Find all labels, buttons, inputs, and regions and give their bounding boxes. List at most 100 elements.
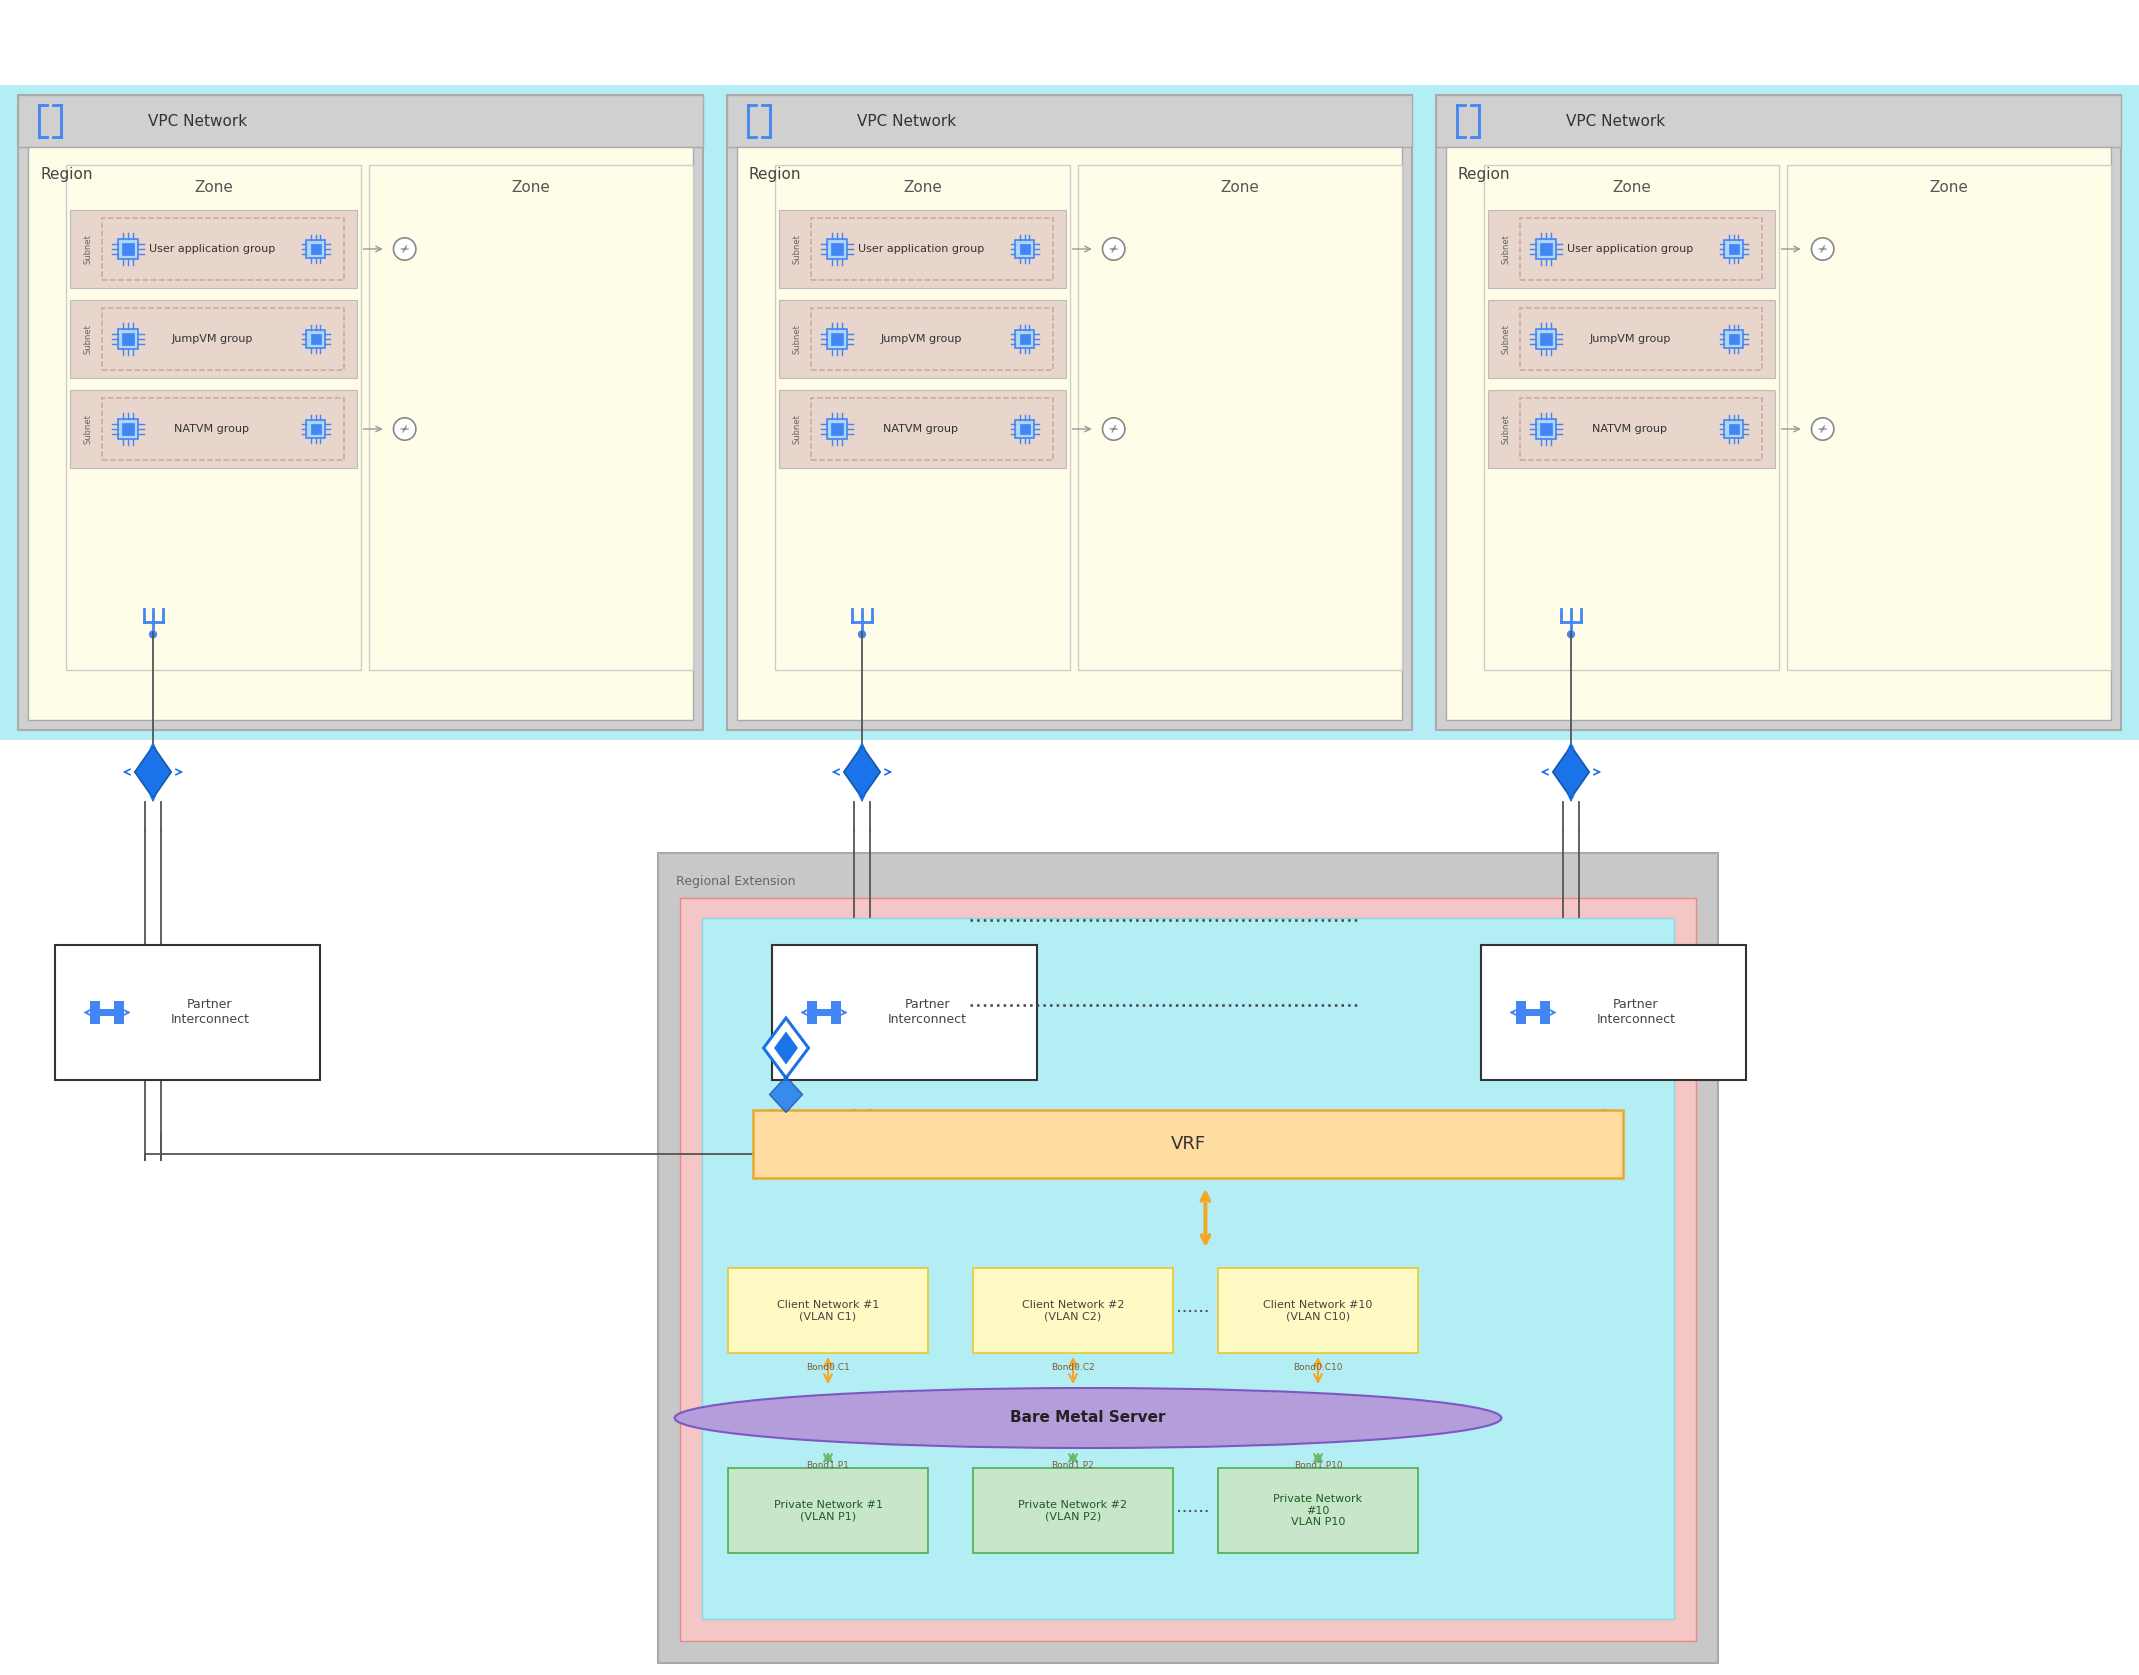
- Ellipse shape: [674, 1389, 1502, 1447]
- Text: NATVM group: NATVM group: [175, 424, 250, 434]
- Circle shape: [150, 631, 156, 638]
- Text: Subnet: Subnet: [794, 414, 802, 444]
- Text: Client Network #2
(VLAN C2): Client Network #2 (VLAN C2): [1022, 1300, 1125, 1322]
- FancyBboxPatch shape: [122, 333, 135, 345]
- FancyBboxPatch shape: [103, 399, 344, 461]
- FancyBboxPatch shape: [727, 95, 1412, 147]
- Text: Subnet: Subnet: [1502, 235, 1510, 265]
- Text: Partner
Interconnect: Partner Interconnect: [1596, 998, 1675, 1027]
- FancyBboxPatch shape: [680, 898, 1696, 1642]
- FancyBboxPatch shape: [1724, 420, 1743, 439]
- Text: Bond1.P2: Bond1.P2: [1052, 1462, 1095, 1471]
- Text: Partner
Interconnect: Partner Interconnect: [888, 998, 967, 1027]
- Text: Private Network #1
(VLAN P1): Private Network #1 (VLAN P1): [774, 1499, 883, 1521]
- FancyBboxPatch shape: [738, 147, 1401, 720]
- FancyBboxPatch shape: [753, 1111, 1624, 1178]
- FancyBboxPatch shape: [811, 308, 1052, 370]
- Text: Subnet: Subnet: [83, 235, 92, 265]
- Text: Region: Region: [749, 168, 802, 183]
- FancyBboxPatch shape: [1521, 308, 1763, 370]
- Polygon shape: [843, 745, 881, 797]
- Text: Client Network #10
(VLAN C10): Client Network #10 (VLAN C10): [1264, 1300, 1373, 1322]
- Circle shape: [1568, 631, 1574, 638]
- FancyBboxPatch shape: [368, 166, 693, 670]
- FancyBboxPatch shape: [306, 240, 325, 258]
- FancyBboxPatch shape: [56, 945, 321, 1080]
- FancyBboxPatch shape: [1540, 424, 1551, 436]
- Circle shape: [1102, 417, 1125, 441]
- Circle shape: [394, 417, 415, 441]
- Polygon shape: [135, 745, 171, 797]
- Text: Bond0.C10: Bond0.C10: [1294, 1363, 1343, 1372]
- FancyBboxPatch shape: [71, 390, 357, 467]
- FancyBboxPatch shape: [1724, 240, 1743, 258]
- FancyBboxPatch shape: [772, 945, 1037, 1080]
- FancyBboxPatch shape: [1728, 424, 1739, 434]
- Circle shape: [394, 238, 415, 260]
- FancyBboxPatch shape: [1484, 166, 1780, 670]
- FancyBboxPatch shape: [310, 245, 321, 255]
- Text: User application group: User application group: [150, 245, 276, 255]
- FancyBboxPatch shape: [1435, 95, 2122, 730]
- Text: Region: Region: [41, 168, 92, 183]
- Text: Regional Extension: Regional Extension: [676, 874, 796, 888]
- Text: Bond0.C1: Bond0.C1: [806, 1363, 849, 1372]
- Text: JumpVM group: JumpVM group: [1589, 333, 1671, 343]
- FancyBboxPatch shape: [1489, 300, 1775, 379]
- FancyBboxPatch shape: [1480, 945, 1745, 1080]
- Text: Zone: Zone: [1221, 179, 1260, 194]
- Text: Bond0.C2: Bond0.C2: [1050, 1363, 1095, 1372]
- FancyBboxPatch shape: [306, 420, 325, 439]
- Text: Private Network
#10
VLAN P10: Private Network #10 VLAN P10: [1273, 1494, 1363, 1528]
- FancyBboxPatch shape: [1435, 95, 2122, 147]
- FancyBboxPatch shape: [1446, 147, 2111, 720]
- FancyBboxPatch shape: [122, 424, 135, 436]
- FancyBboxPatch shape: [826, 328, 847, 350]
- FancyBboxPatch shape: [1016, 240, 1033, 258]
- Text: VPC Network: VPC Network: [148, 114, 248, 129]
- FancyBboxPatch shape: [66, 166, 361, 670]
- FancyBboxPatch shape: [118, 328, 139, 350]
- Text: Bond1.P10: Bond1.P10: [1294, 1462, 1343, 1471]
- Text: Client Network #1
(VLAN C1): Client Network #1 (VLAN C1): [776, 1300, 879, 1322]
- Text: Subnet: Subnet: [1502, 414, 1510, 444]
- Text: Zone: Zone: [1613, 179, 1651, 194]
- FancyBboxPatch shape: [118, 238, 139, 260]
- FancyBboxPatch shape: [832, 424, 843, 436]
- FancyBboxPatch shape: [1020, 424, 1029, 434]
- FancyBboxPatch shape: [310, 424, 321, 434]
- FancyBboxPatch shape: [1536, 238, 1557, 260]
- FancyBboxPatch shape: [113, 1000, 124, 1025]
- Circle shape: [1102, 238, 1125, 260]
- FancyBboxPatch shape: [1728, 245, 1739, 255]
- Text: VPC Network: VPC Network: [858, 114, 956, 129]
- FancyBboxPatch shape: [1540, 333, 1551, 345]
- Text: User application group: User application group: [1568, 245, 1694, 255]
- FancyBboxPatch shape: [71, 209, 357, 288]
- Text: Zone: Zone: [903, 179, 941, 194]
- Text: Subnet: Subnet: [83, 414, 92, 444]
- Text: Bare Metal Server: Bare Metal Server: [1010, 1410, 1166, 1425]
- Text: Private Network #2
(VLAN P2): Private Network #2 (VLAN P2): [1018, 1499, 1127, 1521]
- FancyBboxPatch shape: [1489, 390, 1775, 467]
- Text: Subnet: Subnet: [83, 323, 92, 353]
- FancyBboxPatch shape: [1489, 209, 1775, 288]
- Circle shape: [1812, 238, 1833, 260]
- FancyBboxPatch shape: [1786, 166, 2111, 670]
- FancyBboxPatch shape: [817, 1008, 830, 1015]
- FancyBboxPatch shape: [1724, 330, 1743, 348]
- Polygon shape: [774, 1032, 798, 1065]
- Polygon shape: [1553, 745, 1589, 797]
- FancyBboxPatch shape: [310, 333, 321, 343]
- Text: Bond1.P1: Bond1.P1: [806, 1462, 849, 1471]
- Text: Subnet: Subnet: [1502, 323, 1510, 353]
- FancyBboxPatch shape: [830, 1000, 841, 1025]
- FancyBboxPatch shape: [973, 1467, 1172, 1553]
- FancyBboxPatch shape: [103, 308, 344, 370]
- Text: NATVM group: NATVM group: [883, 424, 958, 434]
- FancyBboxPatch shape: [1217, 1268, 1418, 1353]
- FancyBboxPatch shape: [1517, 1000, 1525, 1025]
- FancyBboxPatch shape: [17, 95, 704, 147]
- FancyBboxPatch shape: [1540, 243, 1551, 255]
- FancyBboxPatch shape: [811, 218, 1052, 280]
